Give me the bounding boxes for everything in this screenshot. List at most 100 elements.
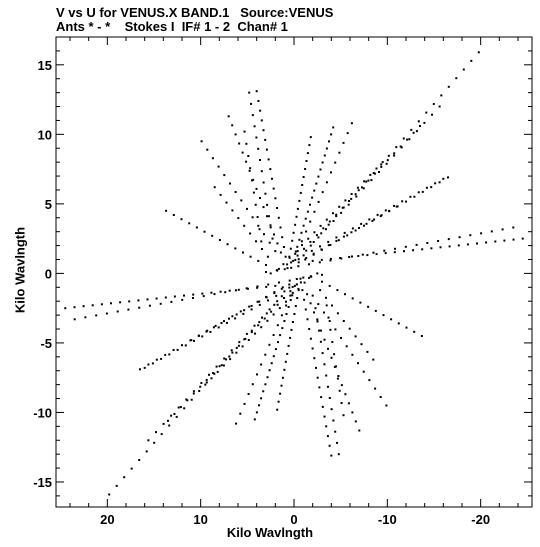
uv-point (234, 247, 237, 250)
uv-point (147, 439, 150, 442)
uv-point (350, 122, 353, 125)
uv-point (375, 253, 378, 256)
uv-point (327, 316, 330, 319)
uv-point (277, 341, 279, 344)
uv-point (355, 195, 358, 198)
uv-point (247, 339, 250, 341)
uv-point (276, 324, 279, 327)
uv-point (325, 147, 328, 150)
uv-point (269, 272, 272, 275)
uv-point (421, 190, 424, 193)
uv-point (173, 295, 176, 298)
uv-point (439, 246, 442, 249)
uv-point (272, 313, 275, 316)
uv-point (296, 254, 299, 257)
uv-point (262, 390, 265, 393)
uv-point (437, 240, 440, 242)
uv-point (203, 230, 206, 233)
uv-point (279, 251, 282, 254)
uv-point (338, 151, 341, 154)
uv-point (266, 255, 269, 258)
uv-point (289, 294, 292, 297)
uv-point (276, 300, 279, 303)
uv-point (185, 398, 188, 401)
uv-point (303, 298, 306, 301)
uv-point (210, 291, 213, 294)
y-tick-label: -5 (40, 336, 52, 351)
uv-point (213, 372, 216, 375)
uv-point (319, 340, 322, 343)
uv-point (365, 222, 368, 225)
uv-point (342, 320, 345, 322)
uv-point (292, 259, 295, 262)
uv-point (259, 109, 262, 112)
uv-point (333, 353, 336, 356)
uv-point (219, 193, 222, 196)
uv-point (374, 309, 377, 312)
uv-point (183, 294, 185, 297)
uv-point (213, 186, 216, 189)
uv-point (254, 203, 257, 206)
uv-point (274, 284, 277, 287)
uv-point (408, 138, 411, 141)
uv-point (189, 339, 192, 342)
uv-point (334, 430, 337, 433)
uv-point (215, 365, 218, 368)
uv-point (458, 236, 461, 239)
uv-point (293, 313, 296, 315)
uv-point (394, 247, 396, 250)
uv-point (274, 197, 277, 200)
uv-point (170, 300, 173, 303)
uv-point (253, 324, 256, 327)
uv-point (393, 251, 396, 254)
uv-point (380, 163, 383, 166)
uv-point (251, 179, 253, 182)
uv-point (173, 413, 176, 415)
uv-point (256, 373, 258, 376)
uv-point (260, 363, 263, 366)
uv-point (462, 68, 465, 71)
uv-point (332, 220, 335, 222)
uv-point (337, 375, 340, 377)
uv-point (287, 306, 290, 308)
x-tick-label: -20 (471, 512, 490, 527)
uv-point (413, 330, 416, 333)
uv-point (255, 136, 258, 139)
uv-point (276, 408, 279, 411)
uv-point (306, 318, 309, 321)
uv-point (330, 454, 333, 457)
uv-point (143, 366, 146, 369)
uv-point (263, 233, 265, 236)
x-tick-label: 10 (193, 512, 207, 527)
uv-point (155, 297, 158, 300)
plot-subtitle: Ants * - * Stokes I IF# 1 - 2 Chan# 1 (56, 19, 288, 34)
uv-point (297, 289, 300, 292)
uv-point (245, 142, 248, 145)
uv-point (309, 244, 312, 247)
uv-point (382, 314, 385, 317)
uv-point (266, 376, 269, 379)
uv-point (146, 298, 149, 301)
uv-point (223, 174, 226, 177)
uv-point (225, 321, 228, 324)
uv-point (292, 231, 295, 234)
uv-point (438, 105, 441, 108)
uv-point (340, 384, 343, 387)
x-tick-label: -10 (378, 512, 397, 527)
uv-point (325, 304, 328, 307)
uv-point (351, 353, 354, 356)
uv-point (115, 484, 118, 487)
uv-point (470, 59, 473, 62)
uv-point (309, 136, 312, 139)
uv-point (108, 493, 111, 496)
uv-point (257, 147, 260, 150)
uv-point (301, 184, 304, 186)
uv-point (265, 285, 268, 288)
uv-point (73, 318, 76, 321)
uv-point (84, 316, 87, 319)
uv-point (448, 245, 451, 248)
uv-point (338, 205, 341, 208)
uv-point (281, 327, 284, 330)
uv-point (350, 231, 353, 234)
